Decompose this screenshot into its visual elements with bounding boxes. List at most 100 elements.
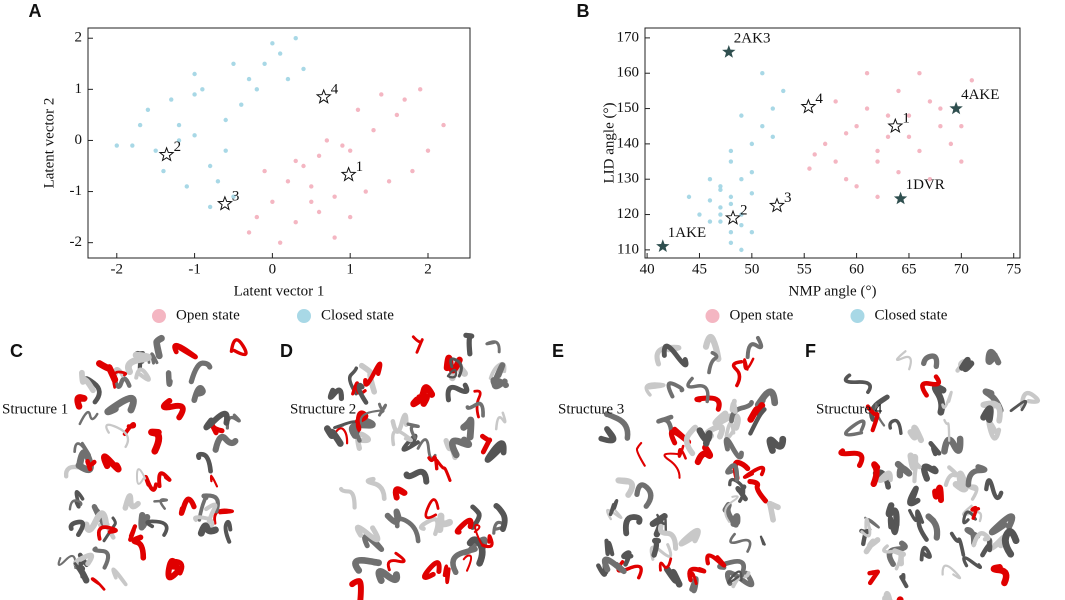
protein-ribbon (448, 436, 473, 459)
data-point (262, 168, 267, 174)
protein-ribbon (356, 382, 369, 405)
protein-ribbon (867, 569, 881, 586)
data-point (153, 148, 158, 153)
data-point (885, 113, 891, 118)
protein-ribbon (131, 534, 147, 561)
protein-ribbon (188, 360, 213, 385)
data-point (728, 159, 734, 164)
data-point (270, 199, 275, 204)
protein-ribbon (363, 361, 383, 387)
structure-title: Structure 4 (816, 401, 883, 417)
data-point (718, 212, 723, 217)
x-tick-label: 55 (797, 261, 812, 277)
protein-ribbon (213, 508, 234, 525)
data-point (739, 113, 744, 118)
protein-ribbon (621, 550, 634, 567)
protein-ribbon (201, 493, 220, 514)
data-point (885, 134, 891, 140)
protein-ribbon (424, 498, 440, 520)
data-point (739, 177, 744, 182)
x-tick-label: 45 (692, 261, 707, 277)
protein-ribbon (635, 441, 646, 467)
structure-label: 1 (356, 159, 364, 175)
x-tick-label: 40 (640, 261, 655, 277)
panel-label: C (10, 341, 23, 361)
structure-title: Structure 3 (558, 401, 624, 417)
protein-ribbon (932, 484, 944, 504)
protein-ribbon (223, 519, 233, 544)
protein-ribbon (418, 517, 440, 537)
protein-ribbon (729, 400, 754, 424)
protein-ribbon (686, 376, 710, 404)
data-point (770, 106, 775, 111)
data-point (917, 71, 922, 76)
data-point (161, 168, 166, 174)
protein-ribbon (465, 401, 485, 418)
protein-ribbon (143, 474, 159, 492)
data-point (309, 199, 314, 204)
data-point (347, 148, 353, 153)
protein-ribbon (766, 500, 781, 523)
y-tick-label: -1 (70, 183, 83, 199)
plot-frame (87, 27, 471, 259)
data-point (896, 88, 901, 94)
legend-swatch (850, 309, 865, 323)
legend-label: Closed state (875, 307, 948, 323)
protein-ribbon (745, 335, 764, 360)
protein-ribbon (920, 374, 942, 398)
x-tick-label: 75 (1006, 261, 1021, 277)
protein-ribbon (707, 350, 719, 375)
plot-frame (644, 27, 1021, 259)
data-point (864, 106, 870, 111)
protein-ribbon (352, 556, 382, 574)
structure-marker (158, 146, 175, 162)
protein-ribbon (78, 411, 99, 426)
protein-ribbon (102, 516, 117, 543)
protein-ribbon (988, 513, 1016, 536)
data-point (332, 194, 337, 199)
structure-marker (887, 117, 904, 134)
protein-ribbon (112, 370, 128, 389)
protein-ribbon (473, 524, 483, 545)
reference-marker (656, 239, 670, 252)
protein-ribbon (386, 551, 406, 572)
protein-ribbon (717, 559, 747, 579)
data-point (425, 148, 431, 153)
protein-ribbon (888, 418, 903, 435)
structure-title: Structure 1 (2, 401, 68, 417)
protein-ribbon (598, 426, 617, 444)
y-tick-label: 0 (75, 132, 83, 148)
data-point (781, 88, 786, 94)
data-point (854, 184, 859, 189)
protein-ribbon (970, 505, 981, 520)
protein-ribbon (362, 534, 385, 552)
data-point (707, 177, 713, 182)
data-point (938, 124, 943, 129)
protein-ribbon (449, 357, 463, 378)
x-tick-label: 1 (346, 261, 354, 277)
protein-ribbon (481, 534, 494, 549)
protein-ribbon (601, 556, 627, 575)
protein-ribbon (678, 527, 701, 547)
protein-ribbon (661, 343, 689, 368)
protein-ribbon (677, 444, 687, 460)
protein-ribbon (196, 451, 213, 474)
data-point (833, 159, 838, 164)
data-point (316, 153, 322, 158)
protein-ribbon (747, 402, 766, 423)
protein-ribbon (160, 397, 186, 421)
data-point (728, 230, 734, 235)
protein-ribbon (73, 441, 91, 457)
protein-ribbon (952, 470, 969, 493)
data-point (875, 148, 880, 154)
data-point (707, 219, 713, 224)
y-tick-label: 110 (617, 241, 639, 257)
data-point (927, 99, 933, 104)
protein-ribbon (1001, 528, 1020, 558)
protein-ribbon (422, 560, 442, 580)
y-tick-label: 130 (617, 171, 640, 187)
data-point (309, 184, 314, 189)
protein-ribbon (892, 548, 906, 567)
protein-ribbon (967, 484, 979, 501)
protein-ribbon (197, 522, 219, 537)
